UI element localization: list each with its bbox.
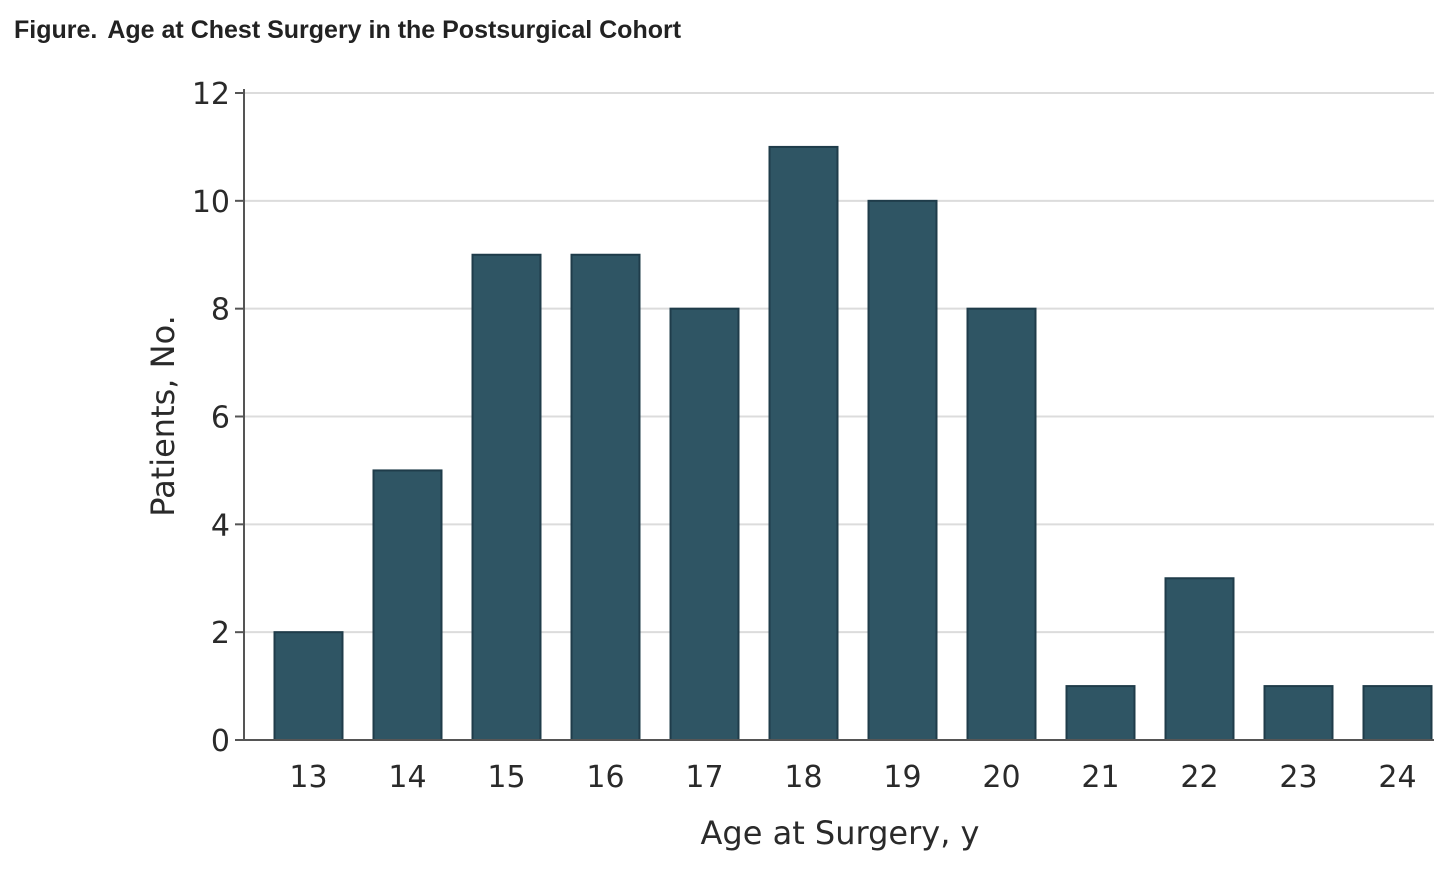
y-tick-label: 2 <box>211 616 230 651</box>
y-axis-title: Patients, No. <box>144 315 182 517</box>
bar-age-21 <box>1065 685 1136 741</box>
y-tick-label: 0 <box>211 724 230 759</box>
x-tick-label: 22 <box>1180 760 1218 795</box>
y-tick-label: 4 <box>211 508 230 543</box>
x-tick-label: 19 <box>883 760 921 795</box>
bar-age-17 <box>669 307 740 741</box>
x-ticks: 13 14 15 16 17 18 19 20 21 22 23 24 <box>289 760 1416 795</box>
x-tick-label: 14 <box>388 760 426 795</box>
x-tick-label: 20 <box>982 760 1020 795</box>
x-tick-label: 18 <box>784 760 822 795</box>
y-tick-label: 10 <box>192 185 230 220</box>
bar-age-24 <box>1362 685 1433 741</box>
bar-age-20 <box>966 307 1037 741</box>
bar-age-23 <box>1263 685 1334 741</box>
bar-age-14 <box>372 469 443 741</box>
x-axis-title: Age at Surgery, y <box>701 814 980 852</box>
bar-age-18 <box>768 145 839 741</box>
figure-label: Figure. <box>14 16 98 44</box>
x-tick-label: 13 <box>289 760 327 795</box>
bar-age-19 <box>867 199 938 742</box>
x-tick-label: 15 <box>487 760 525 795</box>
figure-title: Figure. Age at Chest Surgery in the Posts… <box>14 16 681 45</box>
y-tick-label: 8 <box>211 293 230 328</box>
x-tick-label: 17 <box>685 760 723 795</box>
y-ticks: 0 2 4 6 8 10 12 <box>192 77 244 759</box>
bars <box>273 145 1433 742</box>
x-tick-label: 23 <box>1279 760 1317 795</box>
bar-age-13 <box>273 631 344 742</box>
x-tick-label: 21 <box>1081 760 1119 795</box>
x-tick-label: 16 <box>586 760 624 795</box>
x-tick-label: 24 <box>1378 760 1416 795</box>
bar-age-15 <box>471 253 542 741</box>
bar-age-16 <box>570 253 641 741</box>
bar-age-22 <box>1164 577 1235 741</box>
y-tick-label: 12 <box>192 77 230 112</box>
figure-title-text: Age at Chest Surgery in the Postsurgical… <box>107 16 682 44</box>
y-tick-label: 6 <box>211 401 230 436</box>
